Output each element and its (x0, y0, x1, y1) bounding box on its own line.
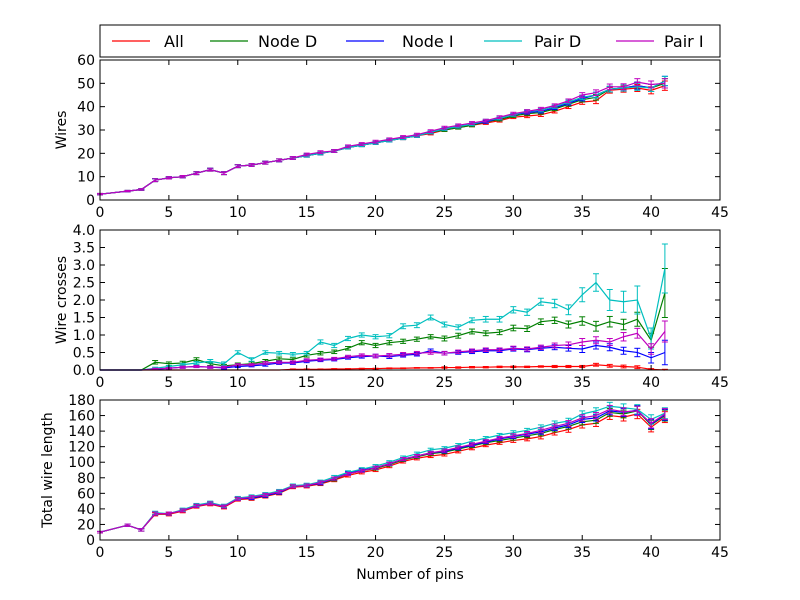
y-tick-label: 2.5 (73, 276, 95, 292)
wires-panel: 0 5 10 15 20 25 30 35 40 45 0 10 20 30 40 50 60 Wires (54, 53, 729, 221)
series-pair-i (97, 404, 668, 534)
x-tick-label: 20 (367, 545, 385, 561)
y-tick-label: 100 (68, 455, 95, 471)
total-wire-length-panel: 0 5 10 15 20 25 30 35 40 450204060801001201401601… (40, 393, 729, 583)
series-line-pair-d (100, 268, 666, 371)
y-tick-label: 2.0 (73, 293, 95, 309)
x-axis-label: Number of pins (356, 567, 464, 583)
x-tick-label: 15 (298, 545, 316, 561)
x-tick-label: 20 (367, 375, 385, 391)
x-tick-label: 5 (164, 545, 173, 561)
y-tick-label: 80 (77, 471, 95, 487)
y-tick-label: 40 (77, 100, 95, 116)
x-tick-label: 25 (436, 205, 454, 221)
y-tick-label: 50 (77, 76, 95, 92)
x-tick-label: 45 (711, 375, 729, 391)
x-tick-label: 20 (367, 205, 385, 221)
y-tick-label: 3.0 (73, 258, 95, 274)
y-tick-label: 1.0 (73, 328, 95, 344)
x-tick-label: 10 (229, 545, 247, 561)
legend-label-pair-d: Pair D (534, 32, 581, 51)
y-tick-label: 0.5 (73, 346, 95, 362)
y-tick-label: 1.5 (73, 311, 95, 327)
y-tick-label: 60 (77, 486, 95, 502)
x-tick-label: 45 (711, 205, 729, 221)
legend-label-node-d: Node D (258, 32, 317, 51)
y-tick-label: 10 (77, 170, 95, 186)
x-tick-label: 15 (298, 205, 316, 221)
series-pair-d (100, 243, 668, 371)
x-tick-label: 35 (573, 545, 591, 561)
y-tick-label: 160 (68, 409, 95, 425)
series-line-pair-i (100, 331, 666, 371)
x-tick-label: 40 (642, 545, 660, 561)
x-tick-label: 15 (298, 375, 316, 391)
plot-area (100, 60, 720, 200)
y-tick-label: 40 (77, 502, 95, 518)
x-tick-label: 0 (96, 205, 105, 221)
legend-label-pair-i: Pair I (664, 32, 704, 51)
series-line-pair-i (99, 408, 666, 533)
x-tick-label: 40 (642, 375, 660, 391)
x-tick-label: 45 (711, 545, 729, 561)
y-tick-label: 120 (68, 440, 95, 456)
y-tick-label: 0.0 (73, 363, 95, 379)
x-tick-label: 10 (229, 375, 247, 391)
x-tick-label: 25 (436, 545, 454, 561)
y-axis-label: Wires (54, 111, 70, 150)
x-tick-label: 35 (573, 205, 591, 221)
y-tick-label: 0 (86, 533, 95, 549)
axes-frame (99, 399, 721, 541)
x-tick-label: 0 (96, 545, 105, 561)
y-tick-label: 3.5 (73, 241, 95, 257)
x-tick-label: 35 (573, 375, 591, 391)
x-tick-label: 5 (164, 375, 173, 391)
y-tick-label: 180 (68, 393, 95, 409)
y-tick-label: 20 (77, 146, 95, 162)
y-tick-label: 30 (77, 123, 95, 139)
wire-crosses-panel: 0 5 10 15 20 25 30 35 40 45 0.00.5 1.01.5 2.02.5 3.03… (54, 223, 729, 391)
y-tick-label: 20 (77, 517, 95, 533)
x-tick-label: 40 (642, 205, 660, 221)
y-axis-label: Wire crosses (54, 256, 70, 344)
x-tick-label: 30 (504, 375, 522, 391)
legend: All Node D Node I Pair D Pair I (99, 24, 721, 58)
y-tick-label: 0 (86, 193, 95, 209)
plot-area (100, 230, 720, 370)
plot-area (100, 400, 720, 540)
y-axis-label: Total wire length (40, 412, 56, 529)
x-tick-label: 0 (96, 375, 105, 391)
x-tick-label: 30 (504, 545, 522, 561)
series-pair-i (100, 320, 668, 371)
x-tick-label: 5 (164, 205, 173, 221)
legend-label-node-i: Node I (402, 32, 454, 51)
y-tick-label: 140 (68, 424, 95, 440)
x-tick-label: 10 (229, 205, 247, 221)
legend-label-all: All (164, 32, 184, 51)
x-tick-label: 30 (504, 205, 522, 221)
y-tick-label: 4.0 (73, 223, 95, 239)
x-tick-label: 25 (436, 375, 454, 391)
series-line-pair-i (99, 81, 665, 195)
y-tick-label: 60 (77, 53, 95, 69)
